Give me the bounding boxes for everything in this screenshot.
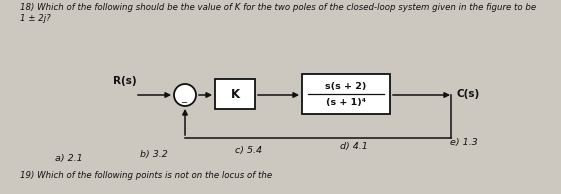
Text: d) 4.1: d) 4.1 — [340, 142, 368, 151]
Bar — [302, 74, 390, 114]
Text: −: − — [181, 99, 187, 107]
Text: s(s + 2): s(s + 2) — [325, 82, 367, 92]
Text: 1 ± 2j?: 1 ± 2j? — [20, 14, 50, 23]
Text: e) 1.3: e) 1.3 — [450, 138, 477, 147]
Text: a) 2.1: a) 2.1 — [55, 154, 82, 163]
Circle shape — [174, 84, 196, 106]
Text: K: K — [231, 87, 240, 100]
Text: b) 3.2: b) 3.2 — [140, 150, 168, 159]
Text: 19) Which of the following points is not on the locus of the: 19) Which of the following points is not… — [20, 171, 272, 180]
Bar — [215, 79, 255, 109]
Text: (s + 1)⁴: (s + 1)⁴ — [326, 98, 366, 107]
Text: R(s): R(s) — [113, 76, 137, 86]
Text: C(s): C(s) — [457, 89, 480, 99]
Text: 18) Which of the following should be the value of K for the two poles of the clo: 18) Which of the following should be the… — [20, 3, 536, 12]
Text: c) 5.4: c) 5.4 — [235, 146, 262, 155]
